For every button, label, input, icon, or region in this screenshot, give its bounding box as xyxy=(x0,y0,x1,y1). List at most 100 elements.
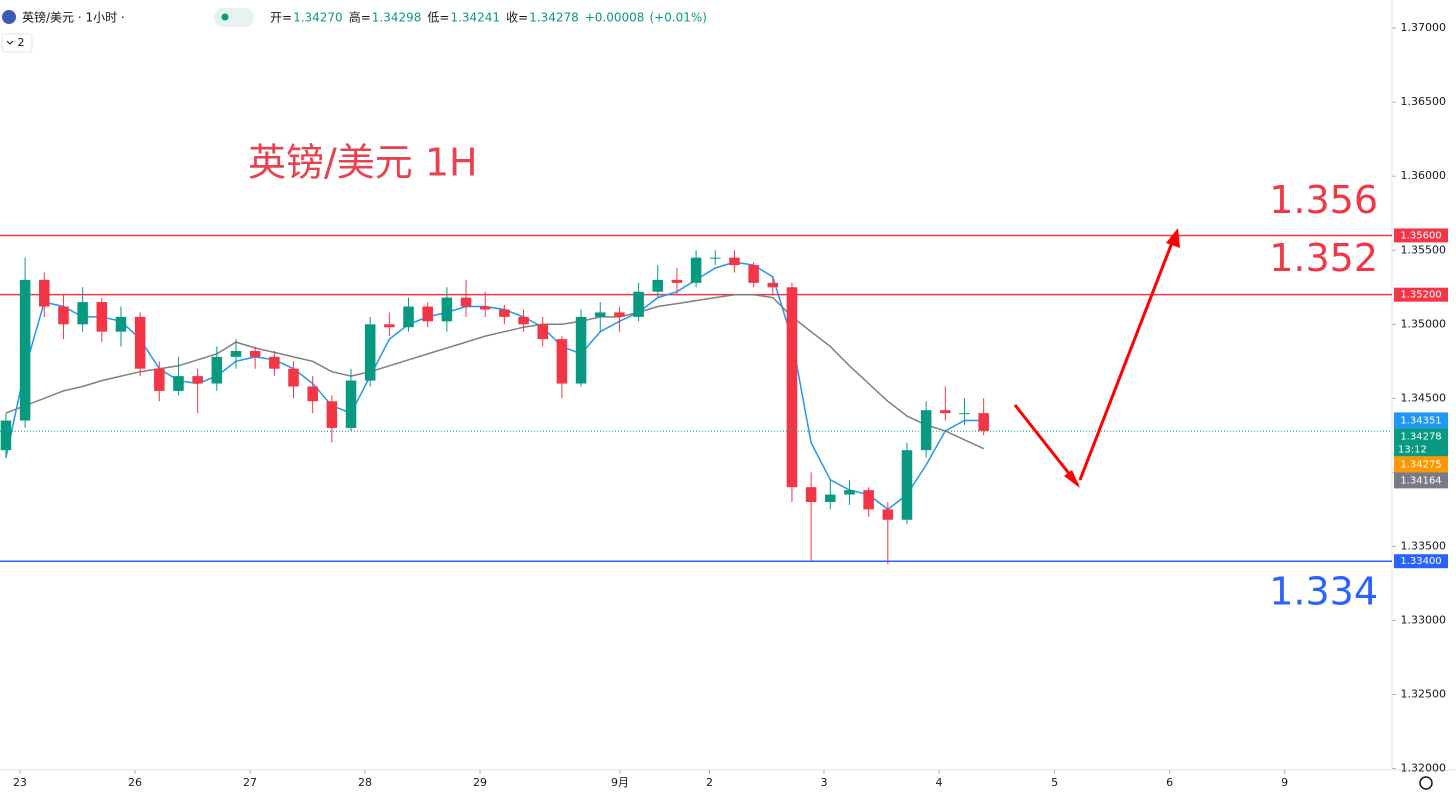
level-tag xyxy=(1394,554,1448,569)
y-tick-label: 1.36000 xyxy=(1401,169,1447,182)
candle-body xyxy=(134,316,146,369)
price-tag-label: 1.34351 xyxy=(1400,415,1441,426)
candle-body xyxy=(863,490,874,510)
candle-body xyxy=(479,306,491,310)
ohlc-value: 1.34278 xyxy=(529,11,579,25)
candle-body xyxy=(499,309,510,317)
plot xyxy=(0,234,1392,565)
price-tag-label: 1.34278 xyxy=(1400,431,1441,442)
candle-body xyxy=(882,509,894,520)
y-tick-label: 1.35000 xyxy=(1401,317,1447,330)
candle-body xyxy=(690,257,702,283)
candle-body xyxy=(959,413,970,415)
candle-body xyxy=(633,291,644,317)
candle-body xyxy=(786,287,798,488)
arrow xyxy=(1013,404,1080,486)
level-tag-label: 1.35600 xyxy=(1400,230,1441,241)
x-tick-label: 9月 xyxy=(611,776,629,789)
candle-body xyxy=(269,356,280,369)
candle-body xyxy=(556,339,568,384)
x-tick-label: 28 xyxy=(358,776,372,789)
level-annotation: 1.334 xyxy=(1269,570,1378,614)
level-annotation: 1.356 xyxy=(1269,178,1378,222)
y-tick-label: 1.32000 xyxy=(1401,762,1447,775)
y-tick-label: 1.35500 xyxy=(1401,243,1447,256)
level-tag-label: 1.35200 xyxy=(1400,290,1441,301)
candle-body xyxy=(844,490,855,495)
candle-body xyxy=(575,316,587,384)
candle-body xyxy=(594,312,606,317)
change: +0.00008 xyxy=(585,11,645,25)
candle-body xyxy=(19,279,31,421)
ohlc-legend: 开= 1.34270 高= 1.34298 低= 1.34241 收= 1.34278 +0.0… xyxy=(270,10,707,25)
candle-body xyxy=(940,410,951,414)
candle-body xyxy=(307,386,318,402)
price-tag xyxy=(1394,472,1448,489)
y-tick-label: 1.36500 xyxy=(1401,95,1447,108)
y-tick-label: 1.32500 xyxy=(1401,687,1447,700)
flag-icon xyxy=(2,10,16,24)
candle-body xyxy=(709,257,721,259)
ohlc-label: 高= xyxy=(349,10,371,25)
candle-body xyxy=(767,282,779,288)
candle-body xyxy=(0,420,12,451)
chevron xyxy=(6,40,14,45)
ohlc-value: 1.34270 xyxy=(293,11,343,25)
ma-line xyxy=(5,261,984,511)
symbol: 英镑/美元 · 1小时 · xyxy=(22,10,125,25)
arrow xyxy=(1078,239,1175,481)
candle-body xyxy=(978,413,989,431)
candle-body xyxy=(192,376,203,384)
candle-body xyxy=(825,494,836,502)
candle-body xyxy=(326,401,338,428)
candle-body xyxy=(403,306,414,328)
candle-body xyxy=(39,279,50,307)
x-tick-label: 3 xyxy=(820,776,827,789)
status-pill[interactable] xyxy=(214,8,254,27)
price-tag-label: 1.34164 xyxy=(1400,475,1441,486)
ohlc-label: 低= xyxy=(427,11,449,25)
x-tick-label: 9 xyxy=(1281,776,1288,789)
price-tag xyxy=(1394,412,1448,429)
candle-body xyxy=(58,306,69,325)
y-tick-label: 1.33500 xyxy=(1401,539,1447,552)
candle-body xyxy=(288,368,299,387)
x-tick-label: 2 xyxy=(706,776,713,789)
arrow-head xyxy=(1166,228,1180,248)
candle-body xyxy=(518,316,529,325)
level-annotation: 1.352 xyxy=(1269,236,1378,280)
price-tag-label: 1.34275 xyxy=(1400,459,1441,470)
ohlc-label: 收= xyxy=(506,11,528,25)
countdown: 13:12 xyxy=(1398,444,1427,455)
settings-icon[interactable] xyxy=(1419,776,1433,790)
candle-body xyxy=(422,306,433,322)
candle-body xyxy=(748,265,759,283)
x-tick-label: 4 xyxy=(935,776,942,789)
level-tag-label: 1.33400 xyxy=(1400,556,1441,567)
x-tick-label: 23 xyxy=(13,776,27,789)
y-tick-label: 1.34500 xyxy=(1401,391,1447,404)
price-tag xyxy=(1394,456,1448,473)
candle-body xyxy=(230,350,242,357)
x-tick-label: 26 xyxy=(128,776,142,789)
candle-body xyxy=(920,410,932,451)
ohlc-label: 开= xyxy=(270,11,292,25)
level-tag xyxy=(1394,287,1448,302)
change-pct: (+0.01%) xyxy=(649,11,707,25)
candle-body xyxy=(729,257,740,266)
candle-body xyxy=(115,316,127,332)
ma-line xyxy=(5,293,985,450)
candle-body xyxy=(345,380,357,428)
arrow-head xyxy=(1064,470,1080,488)
candle-body xyxy=(614,312,625,317)
candle-body xyxy=(364,324,376,381)
x-tick-label: 6 xyxy=(1166,776,1173,789)
indicator-count: 2 xyxy=(18,36,25,49)
indicator-toggle[interactable] xyxy=(1,33,33,53)
ohlc-value: 1.34298 xyxy=(372,11,422,25)
candle-body xyxy=(805,487,817,502)
x-tick-label: 27 xyxy=(243,776,257,789)
candle-body xyxy=(384,324,395,328)
chart-title: 英镑/美元 1H xyxy=(248,141,478,185)
candle-body xyxy=(671,279,683,283)
